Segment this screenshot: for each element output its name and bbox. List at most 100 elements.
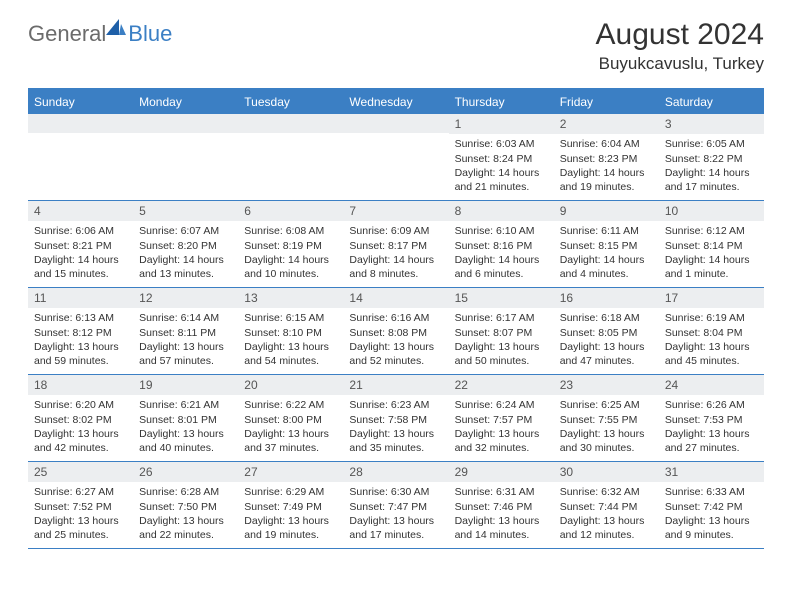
sunrise-text: Sunrise: 6:33 AM [665, 485, 758, 499]
weekday-header-cell: Saturday [659, 90, 764, 114]
day-cell: 8Sunrise: 6:10 AMSunset: 8:16 PMDaylight… [449, 201, 554, 287]
day-body: Sunrise: 6:14 AMSunset: 8:11 PMDaylight:… [133, 308, 238, 372]
day-cell: 23Sunrise: 6:25 AMSunset: 7:55 PMDayligh… [554, 375, 659, 461]
sunset-text: Sunset: 8:23 PM [560, 152, 653, 166]
day-number [238, 114, 343, 133]
sunset-text: Sunset: 8:22 PM [665, 152, 758, 166]
sunset-text: Sunset: 8:21 PM [34, 239, 127, 253]
daylight-text: Daylight: 13 hours and 30 minutes. [560, 427, 653, 455]
sunset-text: Sunset: 7:57 PM [455, 413, 548, 427]
day-cell [238, 114, 343, 200]
weekday-header-cell: Thursday [449, 90, 554, 114]
day-number: 1 [449, 114, 554, 134]
title-block: August 2024 Buyukcavuslu, Turkey [596, 18, 764, 74]
day-body: Sunrise: 6:22 AMSunset: 8:00 PMDaylight:… [238, 395, 343, 459]
daylight-text: Daylight: 13 hours and 32 minutes. [455, 427, 548, 455]
sunset-text: Sunset: 8:07 PM [455, 326, 548, 340]
daylight-text: Daylight: 14 hours and 6 minutes. [455, 253, 548, 281]
sunset-text: Sunset: 7:46 PM [455, 500, 548, 514]
sunset-text: Sunset: 8:01 PM [139, 413, 232, 427]
sunset-text: Sunset: 8:02 PM [34, 413, 127, 427]
daylight-text: Daylight: 14 hours and 13 minutes. [139, 253, 232, 281]
sunset-text: Sunset: 7:52 PM [34, 500, 127, 514]
day-cell: 6Sunrise: 6:08 AMSunset: 8:19 PMDaylight… [238, 201, 343, 287]
day-number: 10 [659, 201, 764, 221]
day-cell: 3Sunrise: 6:05 AMSunset: 8:22 PMDaylight… [659, 114, 764, 200]
sunrise-text: Sunrise: 6:32 AM [560, 485, 653, 499]
day-body: Sunrise: 6:06 AMSunset: 8:21 PMDaylight:… [28, 221, 133, 285]
daylight-text: Daylight: 13 hours and 57 minutes. [139, 340, 232, 368]
daylight-text: Daylight: 13 hours and 14 minutes. [455, 514, 548, 542]
day-body: Sunrise: 6:28 AMSunset: 7:50 PMDaylight:… [133, 482, 238, 546]
sunrise-text: Sunrise: 6:13 AM [34, 311, 127, 325]
daylight-text: Daylight: 13 hours and 37 minutes. [244, 427, 337, 455]
daylight-text: Daylight: 13 hours and 27 minutes. [665, 427, 758, 455]
day-body: Sunrise: 6:23 AMSunset: 7:58 PMDaylight:… [343, 395, 448, 459]
day-cell: 21Sunrise: 6:23 AMSunset: 7:58 PMDayligh… [343, 375, 448, 461]
day-cell: 12Sunrise: 6:14 AMSunset: 8:11 PMDayligh… [133, 288, 238, 374]
day-cell: 22Sunrise: 6:24 AMSunset: 7:57 PMDayligh… [449, 375, 554, 461]
day-cell: 9Sunrise: 6:11 AMSunset: 8:15 PMDaylight… [554, 201, 659, 287]
sunrise-text: Sunrise: 6:25 AM [560, 398, 653, 412]
daylight-text: Daylight: 13 hours and 59 minutes. [34, 340, 127, 368]
sunrise-text: Sunrise: 6:26 AM [665, 398, 758, 412]
daylight-text: Daylight: 13 hours and 40 minutes. [139, 427, 232, 455]
day-cell: 19Sunrise: 6:21 AMSunset: 8:01 PMDayligh… [133, 375, 238, 461]
day-body: Sunrise: 6:08 AMSunset: 8:19 PMDaylight:… [238, 221, 343, 285]
day-number: 9 [554, 201, 659, 221]
day-cell [28, 114, 133, 200]
sunrise-text: Sunrise: 6:08 AM [244, 224, 337, 238]
sunrise-text: Sunrise: 6:04 AM [560, 137, 653, 151]
sunset-text: Sunset: 8:19 PM [244, 239, 337, 253]
day-body: Sunrise: 6:29 AMSunset: 7:49 PMDaylight:… [238, 482, 343, 546]
daylight-text: Daylight: 13 hours and 45 minutes. [665, 340, 758, 368]
sunset-text: Sunset: 8:12 PM [34, 326, 127, 340]
day-number: 29 [449, 462, 554, 482]
day-body: Sunrise: 6:19 AMSunset: 8:04 PMDaylight:… [659, 308, 764, 372]
day-number: 13 [238, 288, 343, 308]
logo: General Blue [28, 18, 172, 49]
daylight-text: Daylight: 13 hours and 19 minutes. [244, 514, 337, 542]
sunrise-text: Sunrise: 6:15 AM [244, 311, 337, 325]
day-body: Sunrise: 6:13 AMSunset: 8:12 PMDaylight:… [28, 308, 133, 372]
day-cell: 5Sunrise: 6:07 AMSunset: 8:20 PMDaylight… [133, 201, 238, 287]
sunset-text: Sunset: 8:15 PM [560, 239, 653, 253]
day-body: Sunrise: 6:16 AMSunset: 8:08 PMDaylight:… [343, 308, 448, 372]
day-number: 3 [659, 114, 764, 134]
daylight-text: Daylight: 14 hours and 4 minutes. [560, 253, 653, 281]
day-number: 27 [238, 462, 343, 482]
day-body: Sunrise: 6:33 AMSunset: 7:42 PMDaylight:… [659, 482, 764, 546]
day-number: 19 [133, 375, 238, 395]
daylight-text: Daylight: 14 hours and 19 minutes. [560, 166, 653, 194]
sunset-text: Sunset: 8:20 PM [139, 239, 232, 253]
day-number [343, 114, 448, 133]
week-row: 1Sunrise: 6:03 AMSunset: 8:24 PMDaylight… [28, 114, 764, 201]
sunrise-text: Sunrise: 6:06 AM [34, 224, 127, 238]
day-cell: 31Sunrise: 6:33 AMSunset: 7:42 PMDayligh… [659, 462, 764, 548]
day-body: Sunrise: 6:07 AMSunset: 8:20 PMDaylight:… [133, 221, 238, 285]
daylight-text: Daylight: 13 hours and 54 minutes. [244, 340, 337, 368]
weekday-header-cell: Sunday [28, 90, 133, 114]
day-number: 17 [659, 288, 764, 308]
location: Buyukcavuslu, Turkey [596, 54, 764, 74]
day-cell: 27Sunrise: 6:29 AMSunset: 7:49 PMDayligh… [238, 462, 343, 548]
sunrise-text: Sunrise: 6:22 AM [244, 398, 337, 412]
day-number: 8 [449, 201, 554, 221]
day-body: Sunrise: 6:17 AMSunset: 8:07 PMDaylight:… [449, 308, 554, 372]
day-cell: 24Sunrise: 6:26 AMSunset: 7:53 PMDayligh… [659, 375, 764, 461]
day-number: 12 [133, 288, 238, 308]
day-number: 16 [554, 288, 659, 308]
day-body: Sunrise: 6:21 AMSunset: 8:01 PMDaylight:… [133, 395, 238, 459]
sunrise-text: Sunrise: 6:09 AM [349, 224, 442, 238]
month-title: August 2024 [596, 18, 764, 52]
day-number: 5 [133, 201, 238, 221]
day-body: Sunrise: 6:09 AMSunset: 8:17 PMDaylight:… [343, 221, 448, 285]
day-body: Sunrise: 6:25 AMSunset: 7:55 PMDaylight:… [554, 395, 659, 459]
sunset-text: Sunset: 8:05 PM [560, 326, 653, 340]
day-number: 22 [449, 375, 554, 395]
day-cell: 16Sunrise: 6:18 AMSunset: 8:05 PMDayligh… [554, 288, 659, 374]
day-cell: 15Sunrise: 6:17 AMSunset: 8:07 PMDayligh… [449, 288, 554, 374]
sunrise-text: Sunrise: 6:28 AM [139, 485, 232, 499]
sunset-text: Sunset: 7:49 PM [244, 500, 337, 514]
sunrise-text: Sunrise: 6:07 AM [139, 224, 232, 238]
